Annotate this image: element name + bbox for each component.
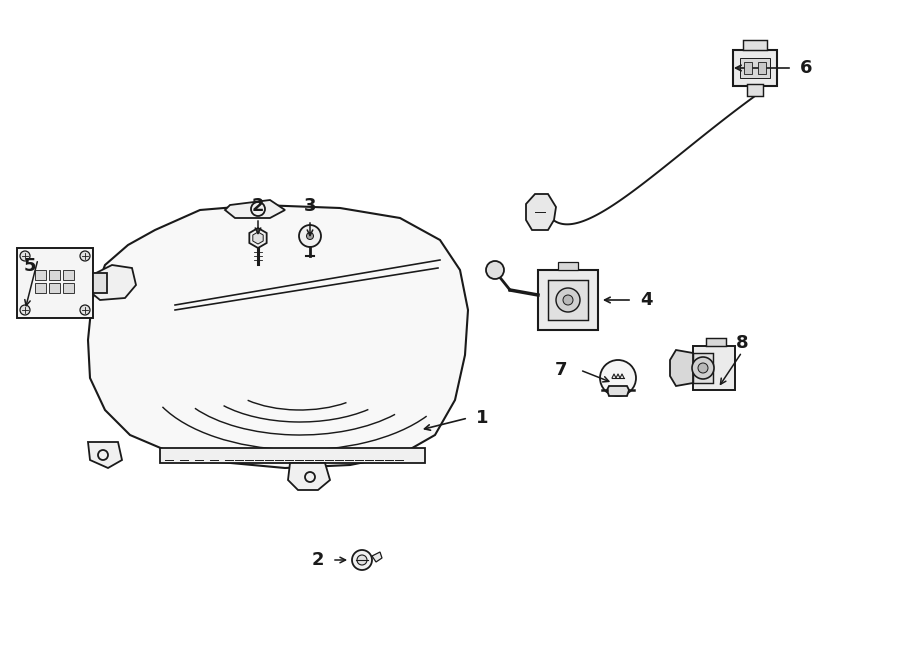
Bar: [63, 283, 74, 293]
Bar: [538, 270, 598, 330]
Bar: [758, 62, 766, 74]
Circle shape: [556, 288, 580, 312]
Polygon shape: [88, 265, 136, 300]
Polygon shape: [607, 386, 629, 396]
Bar: [35, 270, 46, 280]
Bar: [160, 448, 425, 463]
FancyBboxPatch shape: [17, 248, 93, 318]
Circle shape: [692, 357, 714, 379]
Text: 5: 5: [23, 257, 36, 275]
Text: 2: 2: [311, 551, 324, 569]
Circle shape: [20, 251, 30, 261]
Bar: [558, 262, 578, 270]
Polygon shape: [526, 194, 556, 230]
Bar: [693, 346, 735, 390]
Text: 8: 8: [735, 334, 748, 352]
Bar: [63, 270, 74, 280]
Polygon shape: [372, 552, 382, 562]
Bar: [743, 40, 767, 50]
Bar: [548, 280, 588, 320]
Text: 6: 6: [800, 59, 813, 77]
Polygon shape: [249, 228, 266, 248]
Polygon shape: [288, 463, 330, 490]
Text: 1: 1: [476, 409, 489, 427]
Circle shape: [307, 233, 313, 239]
Circle shape: [352, 550, 372, 570]
Text: 4: 4: [640, 291, 652, 309]
Polygon shape: [88, 442, 122, 468]
Bar: [740, 58, 770, 78]
Text: 3: 3: [304, 197, 316, 215]
Bar: [733, 50, 777, 86]
Circle shape: [563, 295, 573, 305]
Text: 2: 2: [252, 197, 265, 215]
Bar: [49, 283, 60, 293]
Bar: [706, 338, 726, 346]
Bar: [744, 62, 752, 74]
Bar: [49, 270, 60, 280]
Circle shape: [20, 305, 30, 315]
Circle shape: [80, 251, 90, 261]
Bar: [93, 273, 107, 293]
Polygon shape: [670, 350, 693, 386]
Polygon shape: [88, 205, 468, 468]
Circle shape: [357, 555, 367, 565]
Circle shape: [600, 360, 636, 396]
Circle shape: [698, 363, 708, 373]
Bar: [747, 84, 763, 96]
Circle shape: [486, 261, 504, 279]
Text: 7: 7: [554, 361, 567, 379]
Bar: [693, 353, 713, 383]
Polygon shape: [225, 200, 285, 218]
Circle shape: [299, 225, 321, 247]
Circle shape: [80, 305, 90, 315]
Bar: [35, 283, 46, 293]
Polygon shape: [253, 232, 263, 244]
